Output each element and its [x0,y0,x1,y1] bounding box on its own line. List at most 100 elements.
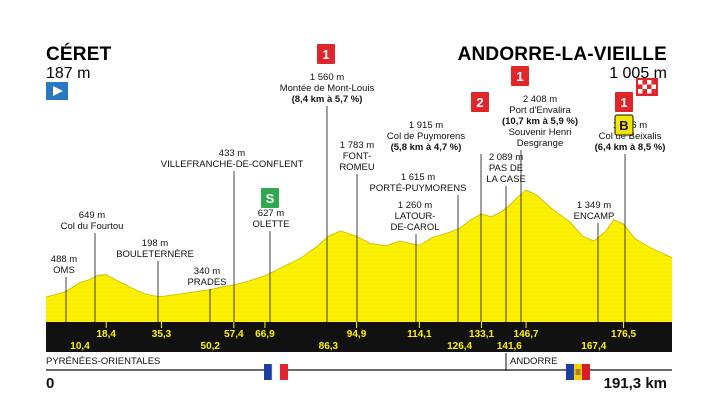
svg-text:S: S [266,191,275,206]
km-marker-bottom: 50,2 [201,341,221,352]
km-marker-top: 94,9 [347,329,367,340]
svg-text:1: 1 [620,95,627,110]
peak-name-label: OLETTE [253,219,290,230]
peak-altitude-label: 433 m [219,148,245,159]
finish-flag-icon [636,78,658,96]
km-marker-bottom: 126,4 [447,341,472,352]
peak-name-label: Col du Fourtou [61,221,124,232]
climb-category-icon: 1 [317,44,335,64]
km-marker-top: 146,7 [514,329,539,340]
finish-town-name: ANDORRE-LA-VIEILLE [458,44,667,65]
peak-name-label: VILLEFRANCHE-DE-CONFLENT [161,159,304,170]
peak-name-label: (10,7 km à 5,9 %) [502,116,578,127]
peak-name-label: FONT- [343,151,372,162]
peak-altitude-label: 1 260 m [398,200,432,211]
peak-altitude-label: 2 408 m [523,94,557,105]
profile-layer [45,189,673,322]
peak-altitude-label: 649 m [79,210,105,221]
km-marker-bottom: 141,6 [497,341,522,352]
km-marker-top: 133,1 [469,329,494,340]
start-town-name: CÉRET [46,43,112,65]
peak-name-label: Col de Puymorens [387,131,465,142]
peak-name-label: LA CASE [486,174,526,185]
peak-name-label: Montée de Mont-Louis [280,83,375,94]
svg-text:1: 1 [516,69,523,84]
peak-name-label: DE-CAROL [390,222,439,233]
start-flag-icon [46,82,68,100]
km-marker-bottom: 167,4 [581,341,606,352]
km-marker-top: 66,9 [255,329,275,340]
start-altitude: 187 m [46,65,90,82]
climb-category-icon: 1 [615,92,633,112]
climb-category-icon: 1 [511,66,529,86]
km-marker-top: 35,3 [152,329,172,340]
bonus-icon: B [614,114,634,136]
distance-end: 191,3 km [604,375,667,392]
distance-start: 0 [46,375,54,392]
peak-name-label: PORTÉ-PUYMORENS [370,183,467,194]
peak-altitude-label: 1 615 m [401,172,435,183]
peak-name-label: ROMEU [339,162,375,173]
km-marker-top: 176,5 [611,329,636,340]
peak-altitude-label: 627 m [258,208,284,219]
peak-name-label: Souvenir Henri [509,127,572,138]
peak-name-label: ENCAMP [574,211,615,222]
climb-category-icon: 2 [471,92,489,112]
peak-altitude-label: 1 560 m [310,72,344,83]
sky-mask [46,190,672,297]
peak-altitude-label: 488 m [51,254,77,265]
region-pyrenees-orientales: PYRÉNÉES-ORIENTALES [46,356,160,367]
peak-altitude-label: 2 089 m [489,152,523,163]
km-marker-top: 57,4 [224,329,244,340]
svg-text:1: 1 [322,47,329,62]
peak-name-label: Desgrange [517,138,563,149]
andorra-flag-icon [566,364,590,380]
peak-name-label: LATOUR- [395,211,436,222]
km-markers-layer: 18,4 35,3 57,4 66,9 94,9 114,1 133,1 146,7 176,5… [70,322,637,352]
peak-name-label: BOULETERNÈRE [116,249,194,260]
km-marker-bottom: 10,4 [70,341,90,352]
peak-name-label: Port d'Envalira [509,105,571,116]
peak-altitude-label: 1 783 m [340,140,374,151]
km-marker-bottom: 86,3 [319,341,339,352]
peak-name-label: (8,4 km à 5,7 %) [292,94,363,105]
km-band [46,322,672,352]
svg-text:B: B [619,118,628,133]
km-marker-top: 18,4 [96,329,116,340]
peak-name-label: (5,8 km à 4,7 %) [391,142,462,153]
elevation-outline [45,189,673,298]
peak-name-label: OMS [53,265,75,276]
region-andorre: ANDORRE [510,356,558,367]
peak-name-label: (6,4 km à 8,5 %) [595,142,666,153]
peak-name-label: PAS DE [489,163,523,174]
peak-altitude-label: 1 349 m [577,200,611,211]
peak-altitude-label: 340 m [194,266,220,277]
km-marker-top: 114,1 [407,329,432,340]
peak-name-label: PRADES [187,277,226,288]
france-flag-icon [264,363,288,381]
svg-text:2: 2 [476,95,483,110]
peak-name-label: Col de Beixalis [599,131,662,142]
peak-altitude-label: 1 915 m [409,120,443,131]
sprint-icon: S [261,188,279,208]
finish-altitude: 1 005 m [609,65,667,82]
peak-altitude-label: 198 m [142,238,168,249]
